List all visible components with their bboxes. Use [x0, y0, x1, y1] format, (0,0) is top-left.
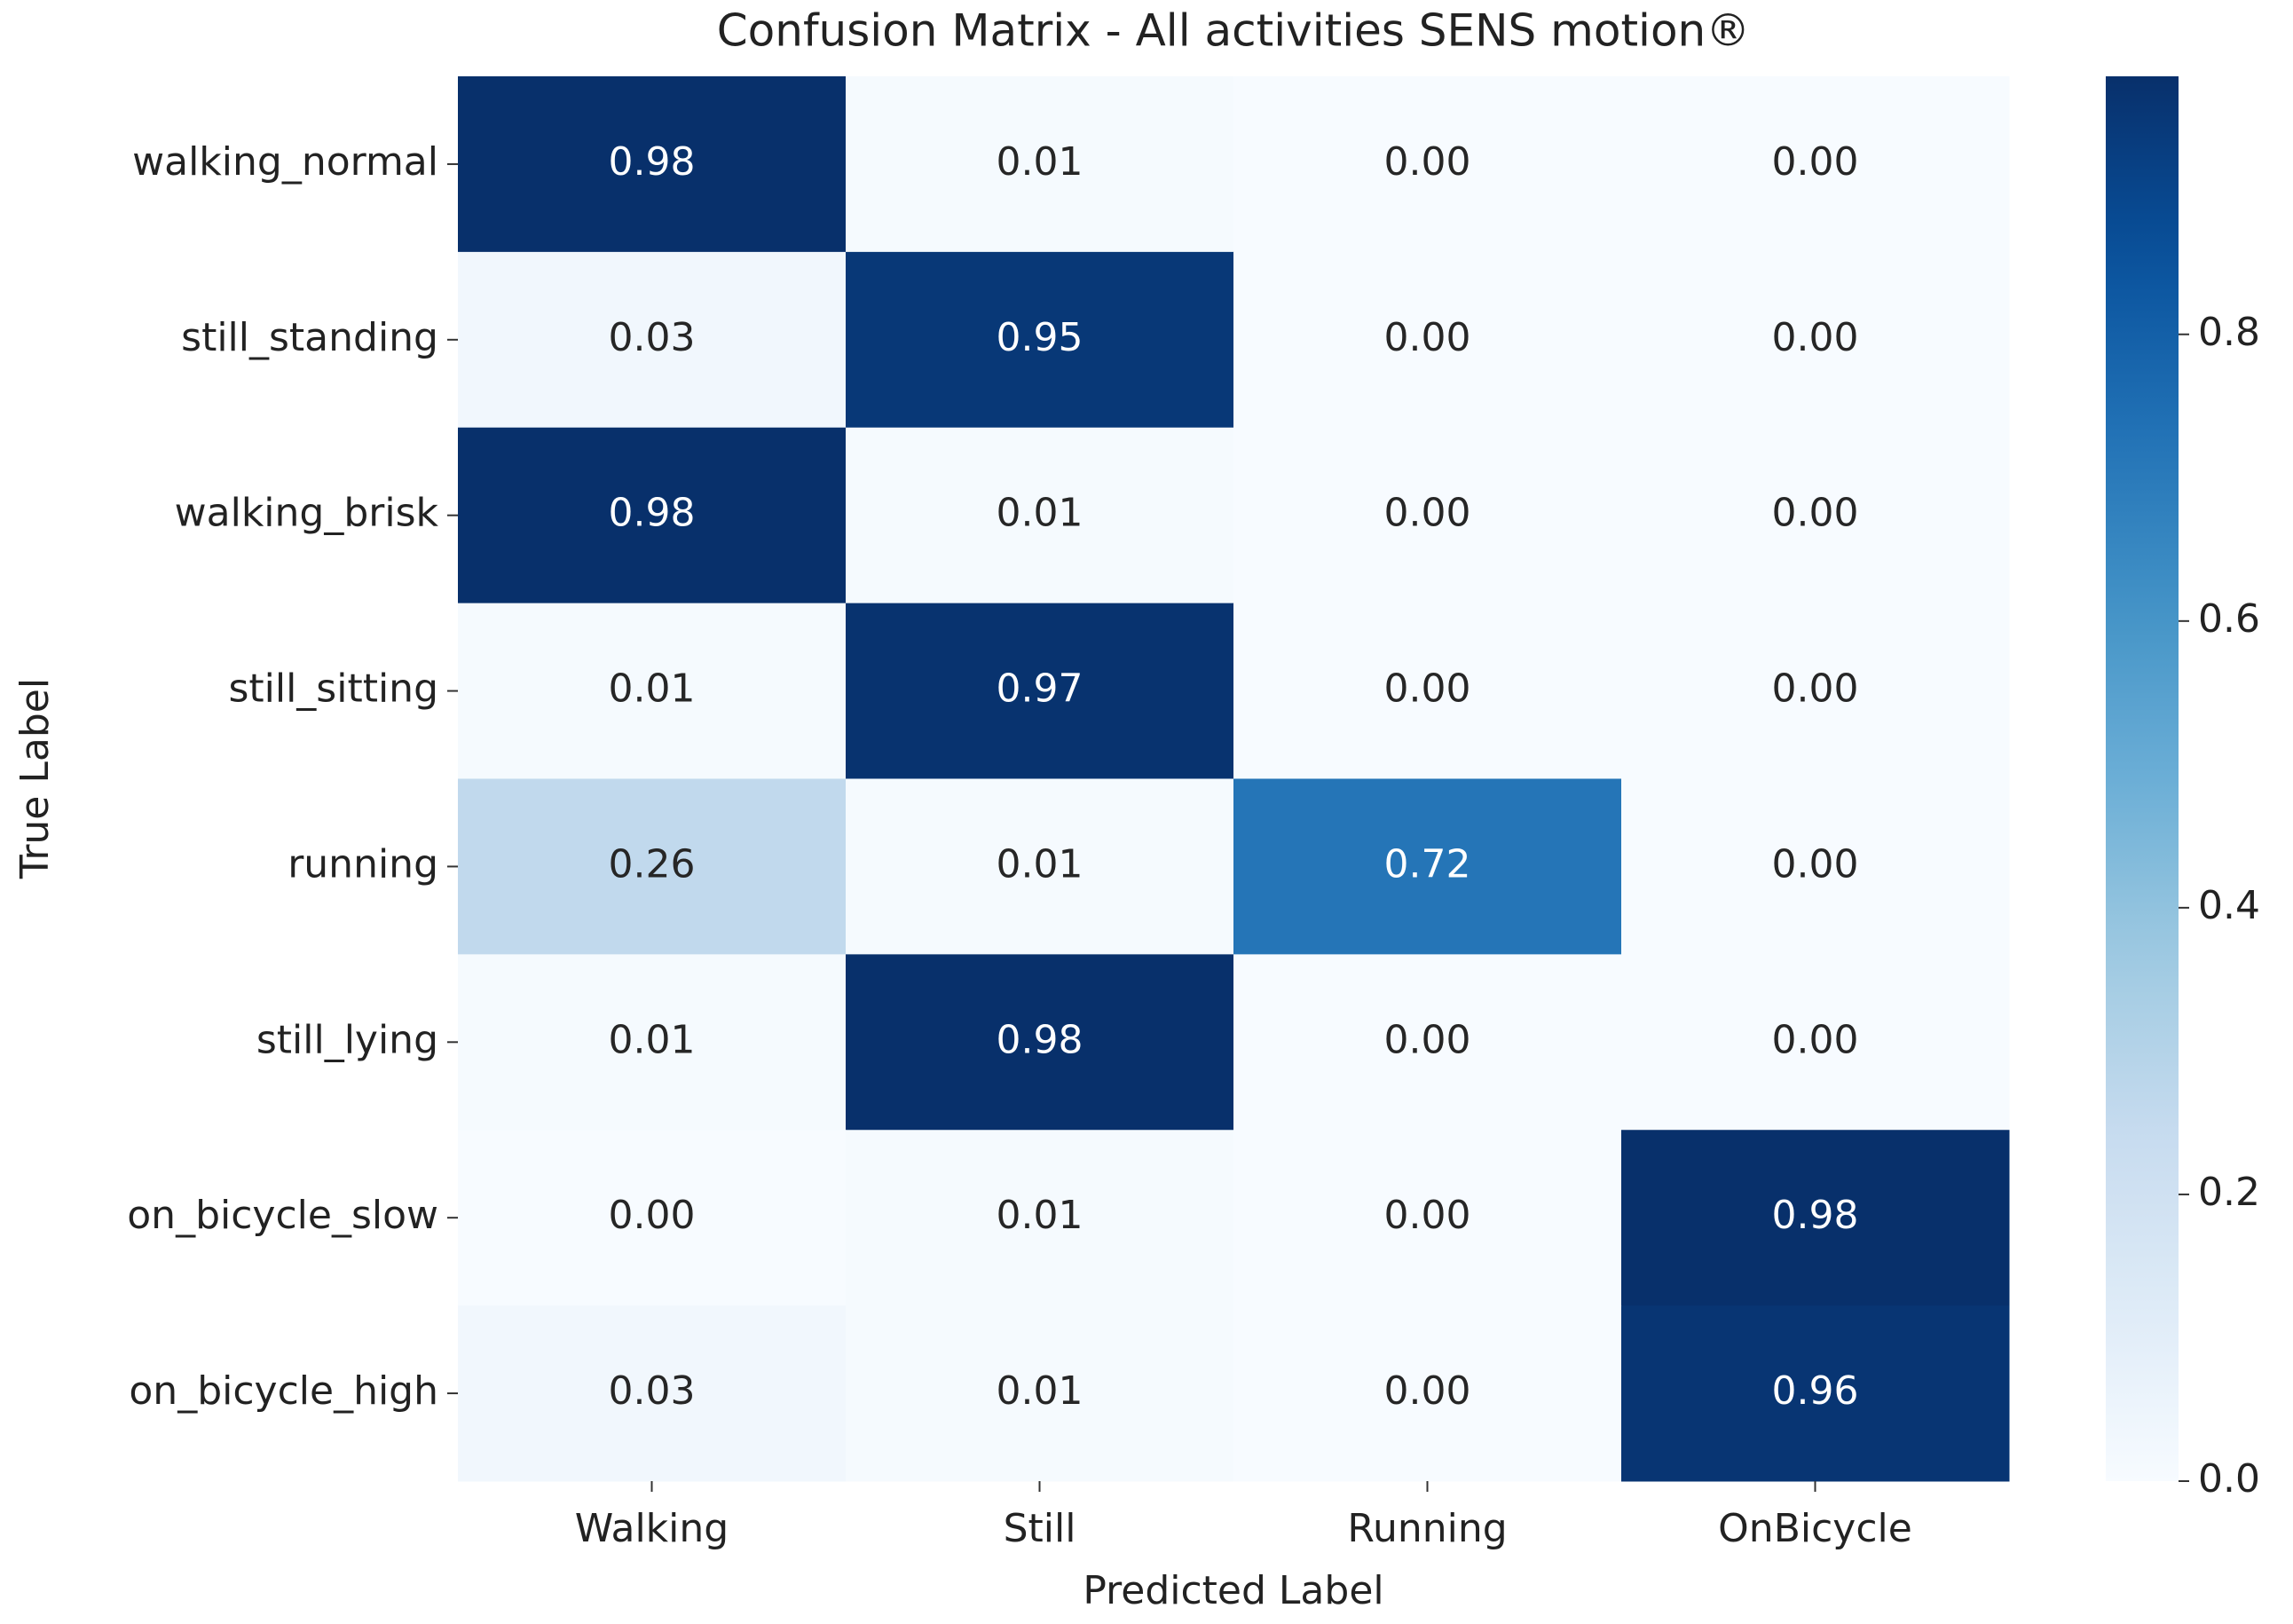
heatmap-cell — [846, 1305, 1234, 1482]
cell-label: 0.98 — [609, 139, 696, 185]
heatmap-cell — [1621, 427, 2010, 604]
cell-label: 0.00 — [1772, 139, 1859, 185]
cell-label: 0.98 — [997, 1017, 1083, 1062]
cell-label: 0.72 — [1384, 841, 1471, 887]
heatmap-cell — [1621, 1305, 2010, 1482]
cell-label: 0.95 — [997, 315, 1083, 360]
cell-label: 0.00 — [1772, 841, 1859, 887]
heatmap-cell — [1621, 778, 2010, 955]
cell-label: 0.26 — [609, 841, 696, 887]
heatmap-cell — [458, 76, 847, 253]
heatmap-cell — [846, 76, 1234, 253]
cell-label: 0.98 — [1772, 1193, 1859, 1238]
heatmap-cell — [458, 954, 847, 1131]
cell-label: 0.01 — [997, 1368, 1083, 1414]
x-axis-label: Predicted Label — [1083, 1568, 1383, 1613]
cell-label: 0.03 — [609, 315, 696, 360]
cell-label: 0.01 — [997, 1193, 1083, 1238]
heatmap-cell — [1233, 427, 1622, 604]
cell-label: 0.01 — [997, 139, 1083, 185]
colorbar — [2106, 76, 2179, 1481]
cell-label: 0.00 — [1384, 491, 1471, 536]
cell-label: 0.00 — [1384, 1193, 1471, 1238]
heatmap-cell — [1621, 603, 2010, 779]
y-tick-label: walking_brisk — [175, 491, 439, 536]
x-tick-label: OnBicycle — [1718, 1506, 1912, 1551]
cell-label: 0.03 — [609, 1368, 696, 1414]
x-tick-label: Running — [1347, 1506, 1507, 1551]
cell-label: 0.01 — [609, 1017, 696, 1062]
heatmap-cell — [1621, 251, 2010, 429]
y-axis-label: True Label — [12, 678, 58, 879]
y-tick-label: on_bicycle_high — [129, 1368, 438, 1414]
cell-label: 0.00 — [1384, 315, 1471, 360]
heatmap-cell — [846, 427, 1234, 604]
cell-label: 0.00 — [1384, 139, 1471, 185]
cell-label: 0.97 — [997, 666, 1083, 712]
y-tick-label: walking_normal — [132, 139, 438, 185]
heatmap-cell — [458, 1130, 847, 1306]
y-tick-label: on_bicycle_slow — [127, 1193, 438, 1238]
colorbar-tick-label: 0.4 — [2198, 883, 2260, 928]
heatmap-cell — [1233, 251, 1622, 429]
cell-label: 0.01 — [609, 666, 696, 712]
heatmap-cell — [1621, 1130, 2010, 1306]
colorbar-tick-label: 0.0 — [2198, 1456, 2260, 1502]
heatmap-cell — [846, 778, 1234, 955]
heatmap-cell — [458, 778, 847, 955]
heatmap-cell — [458, 603, 847, 779]
colorbar-tick-label: 0.8 — [2198, 310, 2260, 355]
heatmap-cell — [1621, 76, 2010, 253]
heatmap-cell — [1233, 1305, 1622, 1482]
heatmap-cell — [1233, 603, 1622, 779]
heatmap-cell — [1621, 954, 2010, 1131]
cell-label: 0.00 — [1772, 491, 1859, 536]
cell-label: 0.01 — [997, 841, 1083, 887]
heatmap-cell — [1233, 76, 1622, 253]
x-tick-label: Still — [1004, 1506, 1076, 1551]
heatmap-cell — [458, 251, 847, 429]
y-tick-label: still_sitting — [228, 666, 438, 712]
colorbar-tick-label: 0.6 — [2198, 596, 2260, 642]
heatmap-cell — [1233, 954, 1622, 1131]
cell-label: 0.98 — [609, 491, 696, 536]
heatmap-cell — [458, 1305, 847, 1482]
heatmap-cell — [846, 603, 1234, 779]
colorbar-tick-label: 0.2 — [2198, 1170, 2260, 1215]
cell-label: 0.96 — [1772, 1368, 1859, 1414]
x-tick-label: Walking — [575, 1506, 729, 1551]
heatmap-cell — [1233, 778, 1622, 955]
cell-label: 0.00 — [1384, 666, 1471, 712]
y-tick-label: running — [288, 841, 438, 887]
cell-label: 0.00 — [1772, 315, 1859, 360]
cell-label: 0.00 — [1772, 1017, 1859, 1062]
heatmap-cell — [846, 1130, 1234, 1306]
chart-title: Confusion Matrix - All activities SENS m… — [717, 5, 1750, 57]
y-tick-label: still_standing — [181, 315, 438, 360]
cell-label: 0.00 — [609, 1193, 696, 1238]
cell-label: 0.00 — [1384, 1368, 1471, 1414]
cell-label: 0.00 — [1772, 666, 1859, 712]
cell-label: 0.01 — [997, 491, 1083, 536]
heatmap-cell — [846, 251, 1234, 429]
y-tick-label: still_lying — [256, 1017, 438, 1062]
heatmap-cell — [458, 427, 847, 604]
heatmap-cell — [846, 954, 1234, 1131]
heatmap-cell — [1233, 1130, 1622, 1306]
cell-label: 0.00 — [1384, 1017, 1471, 1062]
